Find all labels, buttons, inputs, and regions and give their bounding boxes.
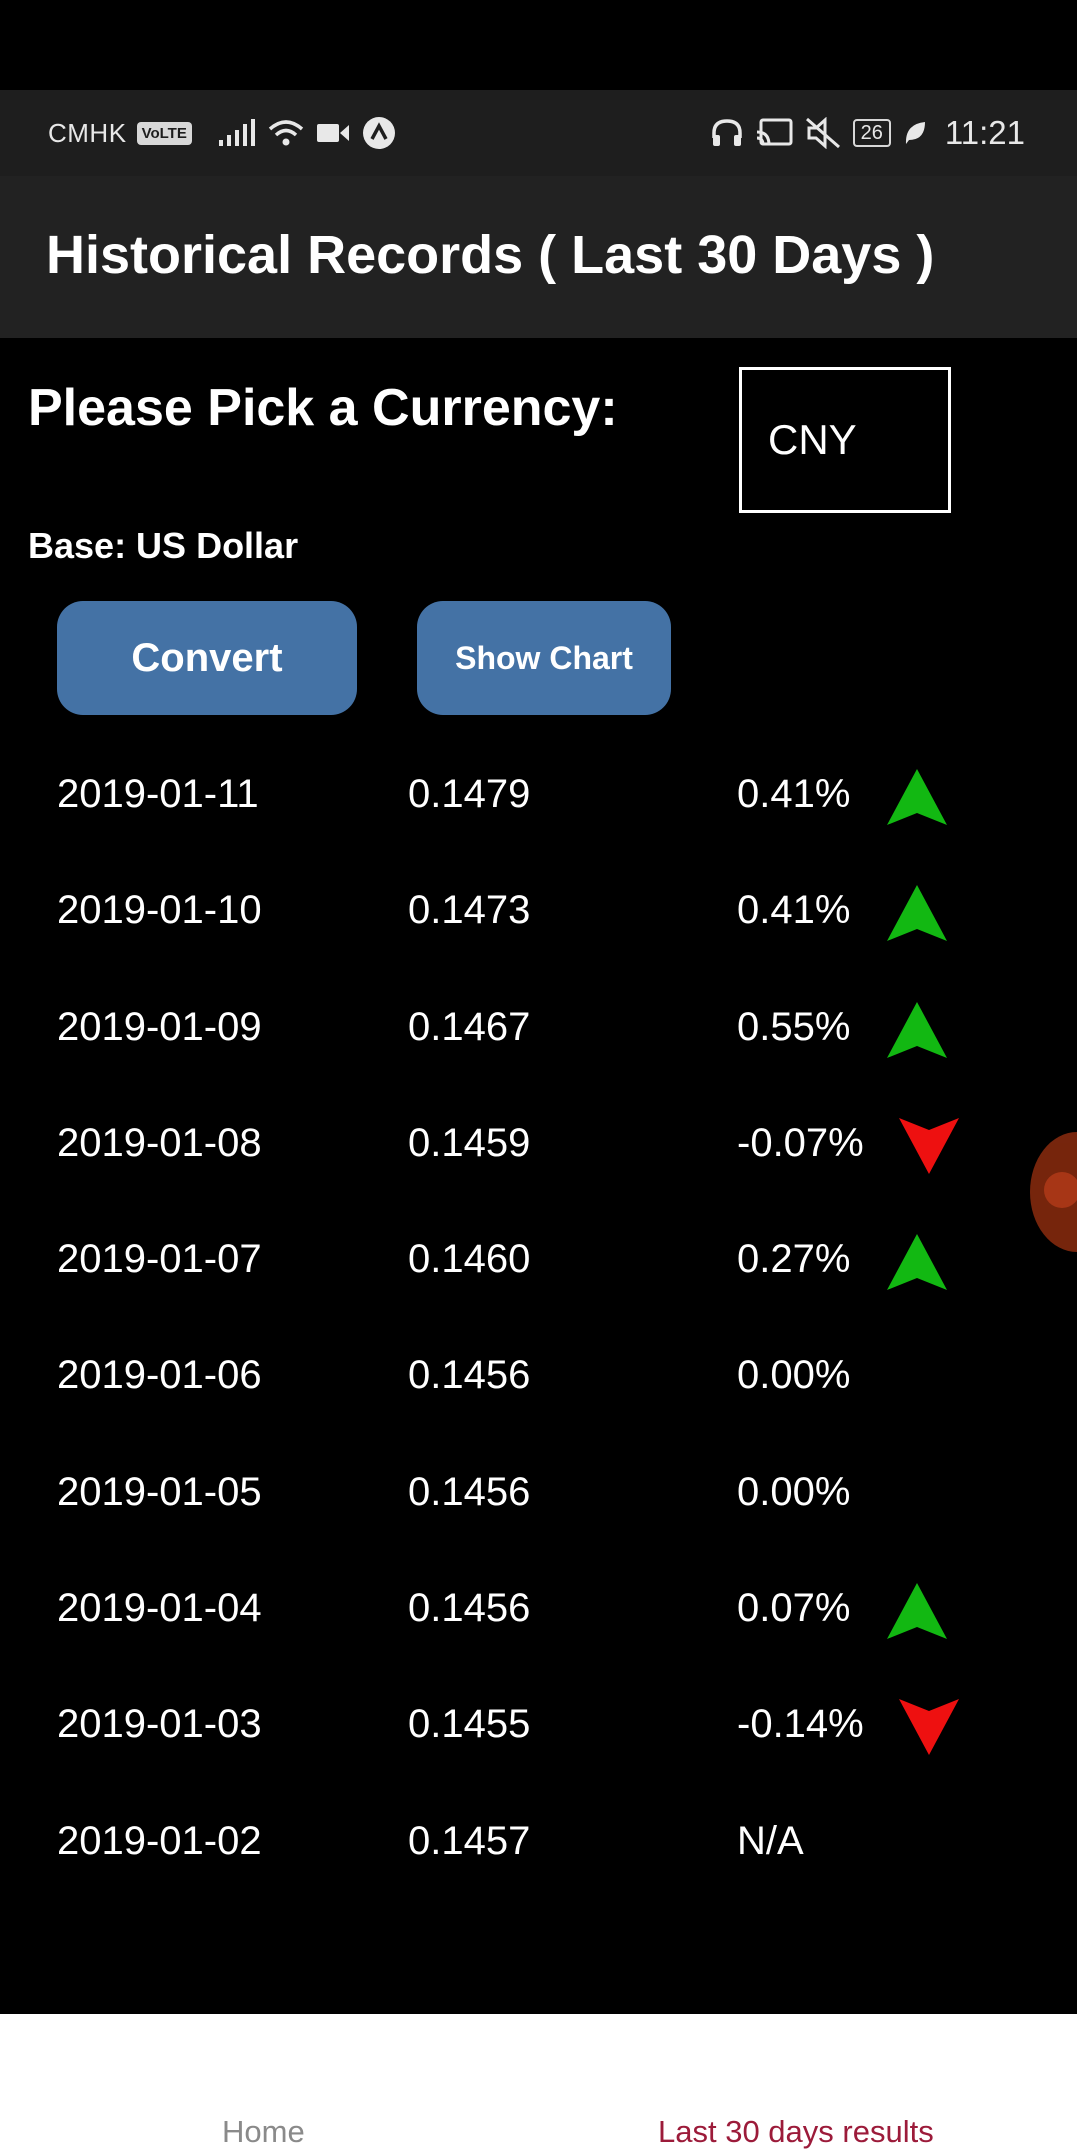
status-bar: CMHK VoLTE	[0, 90, 1077, 176]
selected-currency: CNY	[768, 416, 857, 463]
trend-up-arrow-icon	[887, 1234, 947, 1291]
page-title: Historical Records ( Last 30 Days )	[46, 225, 935, 285]
record-row: 2019-01-08 0.1459 -0.07%	[0, 1089, 1077, 1205]
record-rate: 0.1457	[408, 1818, 531, 1863]
tab-last-30-days-results[interactable]: Last 30 days results	[658, 2114, 934, 2149]
record-row: 2019-01-07 0.1460 0.27%	[0, 1205, 1077, 1321]
record-rate: 0.1467	[408, 1004, 531, 1049]
headphones-icon	[711, 119, 742, 146]
trend-up-arrow-icon	[887, 885, 947, 942]
signal-icon	[218, 119, 255, 146]
floating-button-dot	[1044, 1172, 1077, 1208]
cast-icon	[756, 118, 793, 146]
record-rate: 0.1460	[408, 1237, 531, 1282]
trend-up-arrow-icon	[887, 1583, 947, 1640]
record-change: 0.41%	[737, 888, 851, 933]
app-header: Historical Records ( Last 30 Days )	[0, 176, 1077, 338]
trend-down-arrow-icon	[899, 1117, 959, 1174]
currency-picker-label: Please Pick a Currency:	[28, 379, 618, 437]
video-camera-icon	[316, 124, 349, 142]
show-chart-button[interactable]: Show Chart	[417, 601, 671, 715]
clock: 11:21	[944, 114, 1025, 151]
record-date: 2019-01-09	[57, 1004, 262, 1049]
status-bar-left: CMHK VoLTE	[48, 90, 396, 176]
record-rate: 0.1459	[408, 1120, 531, 1165]
wifi-icon	[268, 120, 303, 146]
record-row: 2019-01-10 0.1473 0.41%	[0, 856, 1077, 972]
record-rate: 0.1456	[408, 1469, 531, 1514]
record-date: 2019-01-06	[57, 1353, 262, 1398]
record-date: 2019-01-07	[57, 1237, 262, 1282]
record-date: 2019-01-08	[57, 1120, 262, 1165]
record-rate: 0.1456	[408, 1586, 531, 1631]
mute-icon	[805, 117, 840, 149]
record-rate: 0.1473	[408, 888, 531, 933]
carrier-name: CMHK	[48, 117, 127, 148]
currency-picker[interactable]: CNY	[739, 367, 951, 513]
record-rate: 0.1456	[408, 1353, 531, 1398]
base-currency-label: Base: US Dollar	[28, 525, 299, 566]
record-date: 2019-01-11	[57, 772, 259, 816]
record-change: -0.14%	[737, 1702, 864, 1747]
record-row: 2019-01-06 0.1456 0.00%	[0, 1321, 1077, 1437]
record-change: 0.27%	[737, 1237, 851, 1282]
trend-down-arrow-icon	[899, 1699, 959, 1756]
record-row: 2019-01-03 0.1455 -0.14%	[0, 1670, 1077, 1786]
record-rate: 0.1455	[408, 1702, 531, 1747]
app-notification-icon	[362, 117, 395, 149]
record-date: 2019-01-03	[57, 1702, 262, 1747]
trend-up-arrow-icon	[887, 1001, 947, 1058]
record-change: -0.07%	[737, 1120, 864, 1165]
record-date: 2019-01-02	[57, 1818, 262, 1863]
record-row: 2019-01-05 0.1456 0.00%	[0, 1438, 1077, 1554]
record-change: N/A	[737, 1818, 804, 1863]
bottom-navigation: Home Last 30 days results	[0, 2014, 1077, 2153]
record-rate: 0.1479	[408, 772, 531, 816]
record-change: 0.07%	[737, 1586, 851, 1631]
record-date: 2019-01-05	[57, 1469, 262, 1514]
tab-home[interactable]: Home	[222, 2114, 305, 2149]
record-row: 2019-01-02 0.1457 N/A	[0, 1787, 1077, 1903]
records-list: 2019-01-11 0.1479 0.41% 2019-01-10 0.1473 0.4…	[0, 740, 1077, 1903]
status-bar-right: 26 11:21	[711, 90, 1025, 176]
record-change: 0.00%	[737, 1469, 851, 1514]
record-row: 2019-01-09 0.1467 0.55%	[0, 973, 1077, 1089]
volte-badge: VoLTE	[136, 121, 192, 145]
battery-indicator: 26	[852, 119, 891, 147]
trend-up-arrow-icon	[887, 769, 947, 825]
convert-button[interactable]: Convert	[57, 601, 357, 715]
record-change: 0.41%	[737, 772, 851, 816]
record-change: 0.00%	[737, 1353, 851, 1398]
record-row: 2019-01-04 0.1456 0.07%	[0, 1554, 1077, 1670]
status-icons-left	[218, 116, 396, 150]
top-inset	[0, 0, 1077, 90]
power-saving-leaf-icon	[905, 122, 925, 144]
record-date: 2019-01-04	[57, 1586, 262, 1631]
record-row: 2019-01-11 0.1479 0.41%	[0, 740, 1077, 856]
record-date: 2019-01-10	[57, 888, 262, 933]
record-change: 0.55%	[737, 1004, 851, 1049]
